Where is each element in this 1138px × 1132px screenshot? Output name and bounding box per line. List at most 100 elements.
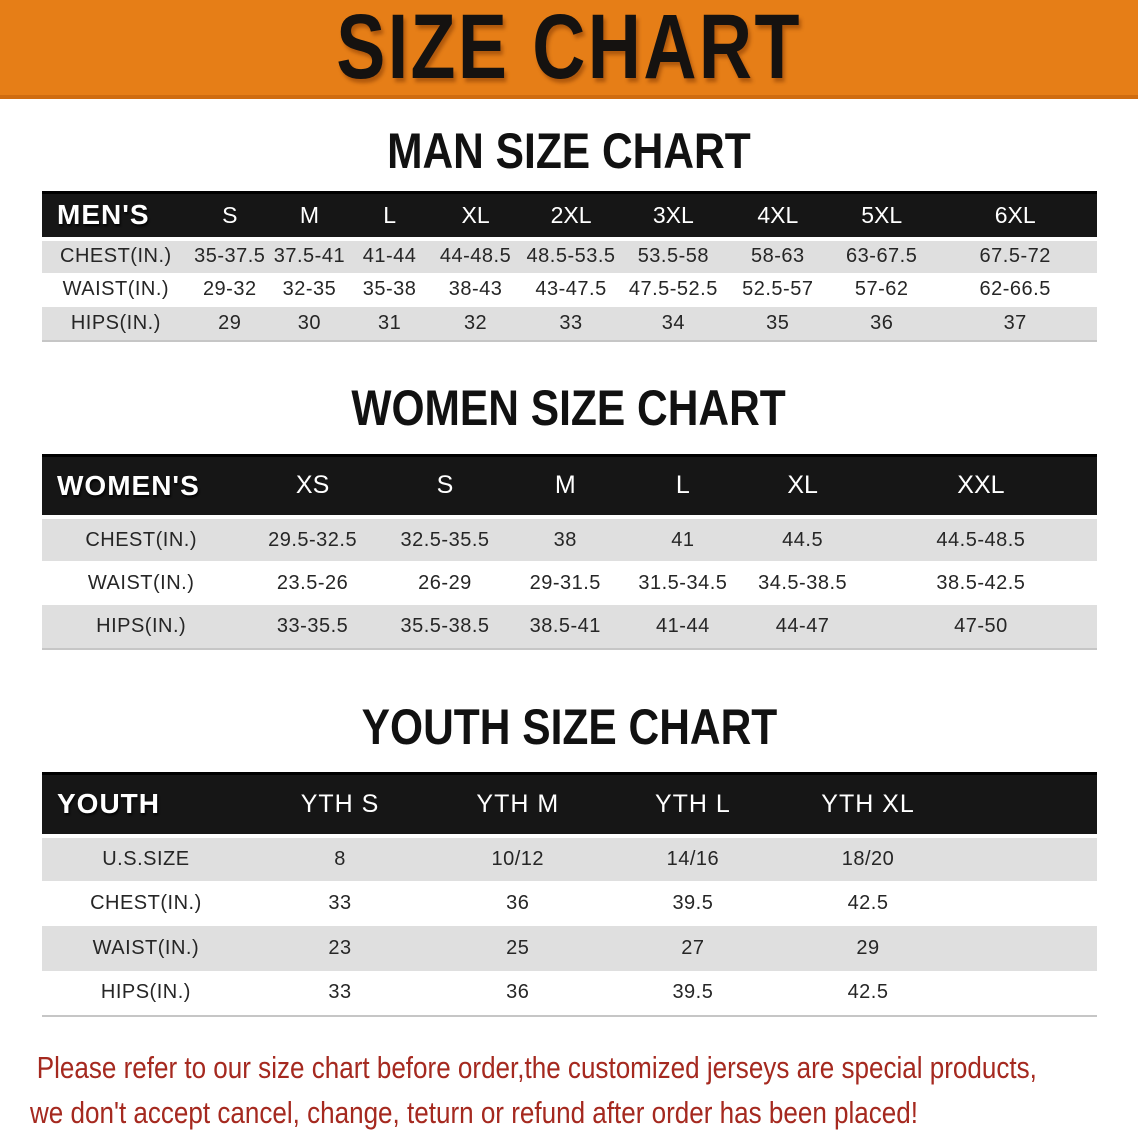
value-cell: 35 (725, 306, 831, 341)
row-label-cell: WAIST(IN.) (42, 272, 190, 307)
youth-section-heading-text: YOUTH SIZE CHART (361, 699, 777, 755)
value-cell: 25 (430, 925, 606, 971)
value-cell: 57-62 (830, 272, 934, 307)
table-header-row: WOMEN'S XS S M L XL XXL (42, 453, 1097, 519)
size-header-cell: M (505, 453, 626, 519)
table-row: CHEST(IN.) 33 36 39.5 42.5 (42, 880, 1097, 926)
value-cell: 35.5-38.5 (384, 605, 506, 649)
size-header-cell: L (348, 191, 431, 241)
value-cell: 32.5-35.5 (384, 517, 506, 561)
table-header-row: MEN'S S M L XL 2XL 3XL 4XL 5XL 6XL (42, 191, 1097, 241)
value-cell: 34 (621, 306, 726, 341)
value-cell: 52.5-57 (725, 272, 831, 307)
size-header-cell: XXL (864, 453, 1097, 519)
row-label-cell: HIPS(IN.) (42, 306, 190, 341)
youth-section-heading: YOUTH SIZE CHART (0, 701, 1138, 753)
table-row: HIPS(IN.) 33 36 39.5 42.5 (42, 970, 1097, 1016)
value-cell: 30 (269, 306, 349, 341)
value-cell: 48.5-53.5 (520, 238, 622, 273)
value-cell: 62-66.5 (933, 272, 1097, 307)
youth-size-section: YOUTH SIZE CHART YOUTH YTH S YTH M YTH L YTH… (0, 701, 1138, 1017)
value-cell: 47-50 (864, 605, 1097, 649)
size-header-cell: YTH S (249, 772, 431, 838)
value-cell: 47.5-52.5 (621, 272, 726, 307)
row-label-cell: CHEST(IN.) (42, 238, 190, 273)
row-label-cell: WAIST(IN.) (42, 925, 250, 971)
value-cell: 31.5-34.5 (625, 561, 741, 605)
value-cell: 36 (430, 880, 606, 926)
size-header-cell: XL (430, 191, 521, 241)
size-header-cell: L (625, 453, 741, 519)
women-section-heading-text: WOMEN SIZE CHART (351, 379, 787, 436)
value-cell (955, 970, 1097, 1016)
value-cell: 29-32 (189, 272, 270, 307)
table-row: CHEST(IN.) 29.5-32.5 32.5-35.5 38 41 44.5 44.5… (42, 517, 1097, 561)
table-header-row: YOUTH YTH S YTH M YTH L YTH XL (42, 772, 1097, 838)
notice-line-2: we don't accept cancel, change, teturn o… (30, 1094, 919, 1130)
value-cell: 41 (625, 517, 741, 561)
value-cell: 34.5-38.5 (740, 561, 865, 605)
size-header-cell: XS (240, 453, 385, 519)
value-cell: 44-48.5 (430, 238, 521, 273)
banner-title: SIZE CHART (336, 0, 802, 98)
value-cell: 33 (249, 880, 431, 926)
value-cell: 29.5-32.5 (240, 517, 385, 561)
table-row: HIPS(IN.) 33-35.5 35.5-38.5 38.5-41 41-44 44-… (42, 605, 1097, 649)
value-cell: 53.5-58 (621, 238, 726, 273)
value-cell: 27 (605, 925, 781, 971)
value-cell: 33 (249, 970, 431, 1016)
women-size-table: WOMEN'S XS S M L XL XXL CHEST(IN.) 29.5-32.5 32.5… (42, 453, 1097, 650)
value-cell: 32-35 (269, 272, 349, 307)
table-row: WAIST(IN.) 23.5-26 26-29 29-31.5 31.5-34.5 34… (42, 561, 1097, 605)
row-label-cell: CHEST(IN.) (42, 517, 241, 561)
value-cell: 8 (249, 835, 431, 881)
value-cell: 23 (249, 925, 431, 971)
row-label-cell: HIPS(IN.) (42, 605, 241, 649)
table-title-cell: MEN'S (42, 191, 190, 241)
size-header-cell: 2XL (520, 191, 622, 241)
size-header-cell: 4XL (725, 191, 831, 241)
value-cell: 31 (348, 306, 431, 341)
value-cell: 41-44 (348, 238, 431, 273)
table-title-cell: YOUTH (42, 772, 250, 838)
value-cell (955, 835, 1097, 881)
value-cell: 63-67.5 (830, 238, 934, 273)
size-header-cell: S (189, 191, 270, 241)
value-cell: 18/20 (780, 835, 956, 881)
men-size-section: MAN SIZE CHART MEN'S S M L XL 2XL 3XL 4XL 5XL 6XL… (0, 125, 1138, 342)
size-header-cell (955, 772, 1097, 838)
value-cell: 58-63 (725, 238, 831, 273)
value-cell: 42.5 (780, 970, 956, 1016)
size-header-cell: XL (740, 453, 865, 519)
value-cell: 26-29 (384, 561, 506, 605)
table-row: CHEST(IN.) 35-37.5 37.5-41 41-44 44-48.5 48.5… (42, 238, 1097, 273)
value-cell: 44-47 (740, 605, 865, 649)
value-cell: 44.5-48.5 (864, 517, 1097, 561)
value-cell: 38.5-42.5 (864, 561, 1097, 605)
value-cell: 14/16 (605, 835, 781, 881)
value-cell: 38.5-41 (505, 605, 626, 649)
value-cell: 43-47.5 (520, 272, 622, 307)
table-row: HIPS(IN.) 29 30 31 32 33 34 35 36 37 (42, 306, 1097, 341)
size-header-cell: YTH XL (780, 772, 956, 838)
table-row: WAIST(IN.) 29-32 32-35 35-38 38-43 43-47.5 47.… (42, 272, 1097, 307)
notice-line-1: Please refer to our size chart before or… (36, 1049, 1037, 1085)
value-cell: 23.5-26 (240, 561, 385, 605)
value-cell: 36 (430, 970, 606, 1016)
size-header-cell: 3XL (621, 191, 726, 241)
row-label-cell: HIPS(IN.) (42, 970, 250, 1016)
women-section-heading: WOMEN SIZE CHART (0, 382, 1138, 434)
value-cell: 42.5 (780, 880, 956, 926)
banner: SIZE CHART (0, 0, 1138, 99)
table-row: U.S.SIZE 8 10/12 14/16 18/20 (42, 835, 1097, 881)
value-cell: 33 (520, 306, 622, 341)
table-title-cell: WOMEN'S (42, 453, 241, 519)
value-cell: 33-35.5 (240, 605, 385, 649)
row-label-cell: CHEST(IN.) (42, 880, 250, 926)
value-cell: 38-43 (430, 272, 521, 307)
size-header-cell: 6XL (933, 191, 1097, 241)
size-header-cell: 5XL (830, 191, 934, 241)
value-cell (955, 925, 1097, 971)
value-cell: 39.5 (605, 880, 781, 926)
